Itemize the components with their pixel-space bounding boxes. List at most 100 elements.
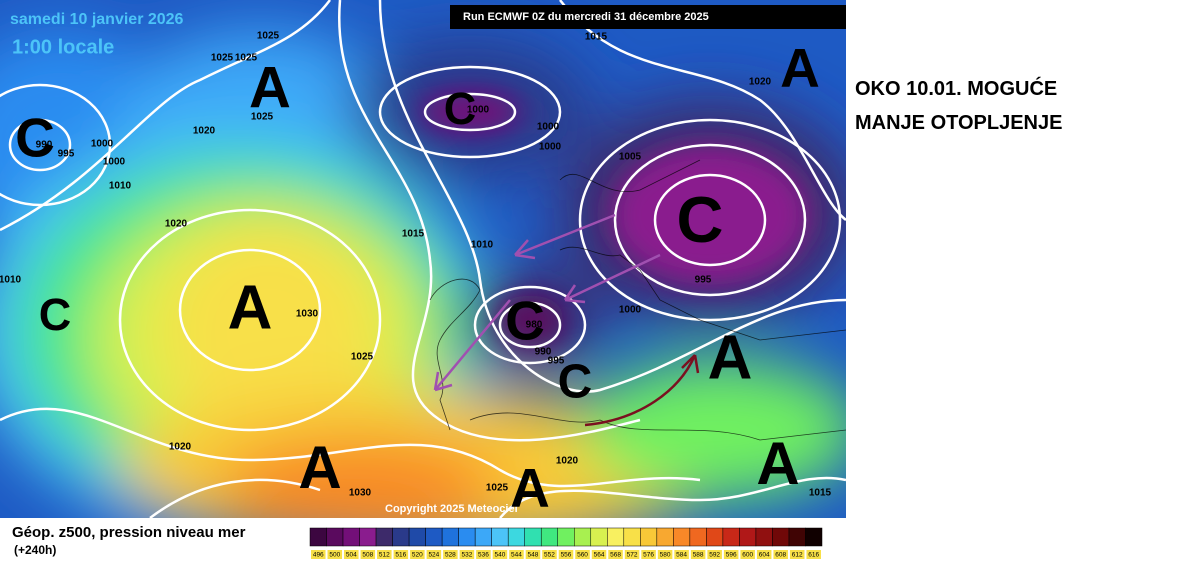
legend-swatch bbox=[326, 527, 344, 547]
legend-label-bg bbox=[509, 550, 524, 559]
legend-label-bg bbox=[476, 550, 491, 559]
legend-label-bg bbox=[641, 550, 656, 559]
legend-level: 524 bbox=[428, 552, 439, 559]
legend-level: 552 bbox=[544, 552, 555, 559]
legend-swatch bbox=[408, 527, 426, 547]
legend-swatch bbox=[458, 527, 476, 547]
legend-level: 548 bbox=[528, 552, 539, 559]
isobar-label: 995 bbox=[695, 275, 712, 286]
legend-level: 580 bbox=[660, 552, 671, 559]
legend-level: 596 bbox=[726, 552, 737, 559]
legend-label-bg bbox=[624, 550, 640, 559]
legend-level: 516 bbox=[395, 552, 406, 559]
legend-level: 528 bbox=[445, 552, 456, 559]
legend-label-bg bbox=[327, 550, 343, 559]
legend-title: Géop. z500, pression niveau mer bbox=[12, 524, 246, 541]
isobar-label: 1020 bbox=[556, 456, 579, 467]
pressure-center: A bbox=[228, 273, 273, 342]
legend-label-bg bbox=[377, 550, 392, 559]
isobar-label: 990 bbox=[535, 347, 552, 358]
isobar-label: 1020 bbox=[169, 442, 192, 453]
legend: Géop. z500, pression niveau mer (+240h) … bbox=[12, 524, 823, 559]
isobar-label: 1010 bbox=[109, 181, 132, 192]
legend-label-bg bbox=[789, 550, 805, 559]
legend-label-bg bbox=[591, 550, 607, 559]
legend-level: 588 bbox=[693, 552, 704, 559]
legend-label-bg bbox=[657, 550, 673, 559]
pressure-center: A bbox=[780, 37, 820, 99]
legend-swatch bbox=[673, 527, 691, 547]
pressure-center: C bbox=[444, 83, 477, 134]
legend-swatch bbox=[342, 527, 360, 547]
legend-level: 520 bbox=[412, 552, 423, 559]
annotation-line: OKO 10.01. MOGUĆE bbox=[855, 78, 1058, 100]
legend-level: 604 bbox=[759, 552, 770, 559]
isobar-label: 990 bbox=[36, 140, 53, 151]
legend-label-bg bbox=[393, 550, 409, 559]
legend-level: 560 bbox=[577, 552, 588, 559]
legend-swatch bbox=[309, 527, 327, 547]
legend-swatch bbox=[557, 527, 575, 547]
legend-label-bg bbox=[426, 550, 442, 559]
pressure-center: A bbox=[510, 457, 550, 518]
legend-label-bg bbox=[773, 550, 788, 559]
legend-swatch bbox=[722, 527, 740, 547]
legend-label-bg bbox=[707, 550, 722, 559]
pressure-center: C bbox=[15, 107, 55, 169]
legend-swatch bbox=[788, 527, 806, 547]
legend-level: 564 bbox=[594, 552, 605, 559]
legend-level: 592 bbox=[709, 552, 720, 559]
isobar-label: 1025 bbox=[235, 53, 258, 64]
legend-swatch bbox=[441, 527, 459, 547]
legend-swatch bbox=[607, 527, 625, 547]
isobar-label: 1030 bbox=[349, 488, 372, 499]
legend-level: 540 bbox=[495, 552, 506, 559]
run-label: Run ECMWF 0Z du mercredi 31 décembre 202… bbox=[463, 11, 709, 23]
legend-label-bg bbox=[344, 550, 359, 559]
legend-swatch bbox=[706, 527, 724, 547]
legend-swatch bbox=[656, 527, 674, 547]
pressure-center: C bbox=[677, 183, 724, 256]
date-label: samedi 10 janvier 2026 bbox=[10, 11, 184, 28]
legend-level: 608 bbox=[775, 552, 786, 559]
legend-label-bg bbox=[690, 550, 706, 559]
legend-swatch bbox=[491, 527, 509, 547]
legend-level: 572 bbox=[627, 552, 638, 559]
legend-label-bg bbox=[575, 550, 590, 559]
legend-lead: (+240h) bbox=[14, 543, 56, 557]
isobar-label: 1025 bbox=[211, 53, 234, 64]
pressure-center: A bbox=[756, 430, 799, 497]
legend-swatch bbox=[590, 527, 608, 547]
legend-swatch bbox=[574, 527, 592, 547]
legend-level: 508 bbox=[362, 552, 373, 559]
legend-swatch bbox=[772, 527, 790, 547]
legend-swatch bbox=[640, 527, 658, 547]
legend-label-bg bbox=[756, 550, 772, 559]
legend-level: 496 bbox=[313, 552, 324, 559]
legend-swatch bbox=[359, 527, 377, 547]
legend-label-bg bbox=[542, 550, 557, 559]
coastlines bbox=[429, 159, 846, 441]
isobar-label: 1015 bbox=[585, 32, 608, 43]
isobar-label: 1000 bbox=[539, 142, 562, 153]
legend-level: 512 bbox=[379, 552, 390, 559]
legend-label-bg bbox=[740, 550, 755, 559]
isobar-label: 1025 bbox=[257, 31, 280, 42]
legend-swatch bbox=[623, 527, 641, 547]
legend-label-bg bbox=[459, 550, 475, 559]
legend-label-bg bbox=[723, 550, 739, 559]
isobar-label: 1010 bbox=[471, 240, 494, 251]
legend-swatch bbox=[755, 527, 773, 547]
legend-level: 576 bbox=[643, 552, 654, 559]
legend-swatch bbox=[805, 527, 823, 547]
legend-level: 556 bbox=[561, 552, 572, 559]
legend-label-bg bbox=[360, 550, 376, 559]
isobar-label: 980 bbox=[526, 320, 543, 331]
legend-level: 568 bbox=[610, 552, 621, 559]
legend-label-bg bbox=[806, 550, 821, 559]
arrows bbox=[433, 213, 700, 427]
legend-label-bg bbox=[410, 550, 425, 559]
pressure-center: A bbox=[249, 55, 291, 120]
copyright: Copyright 2025 Meteociel bbox=[385, 503, 518, 515]
isobar-label: 1000 bbox=[103, 157, 126, 168]
